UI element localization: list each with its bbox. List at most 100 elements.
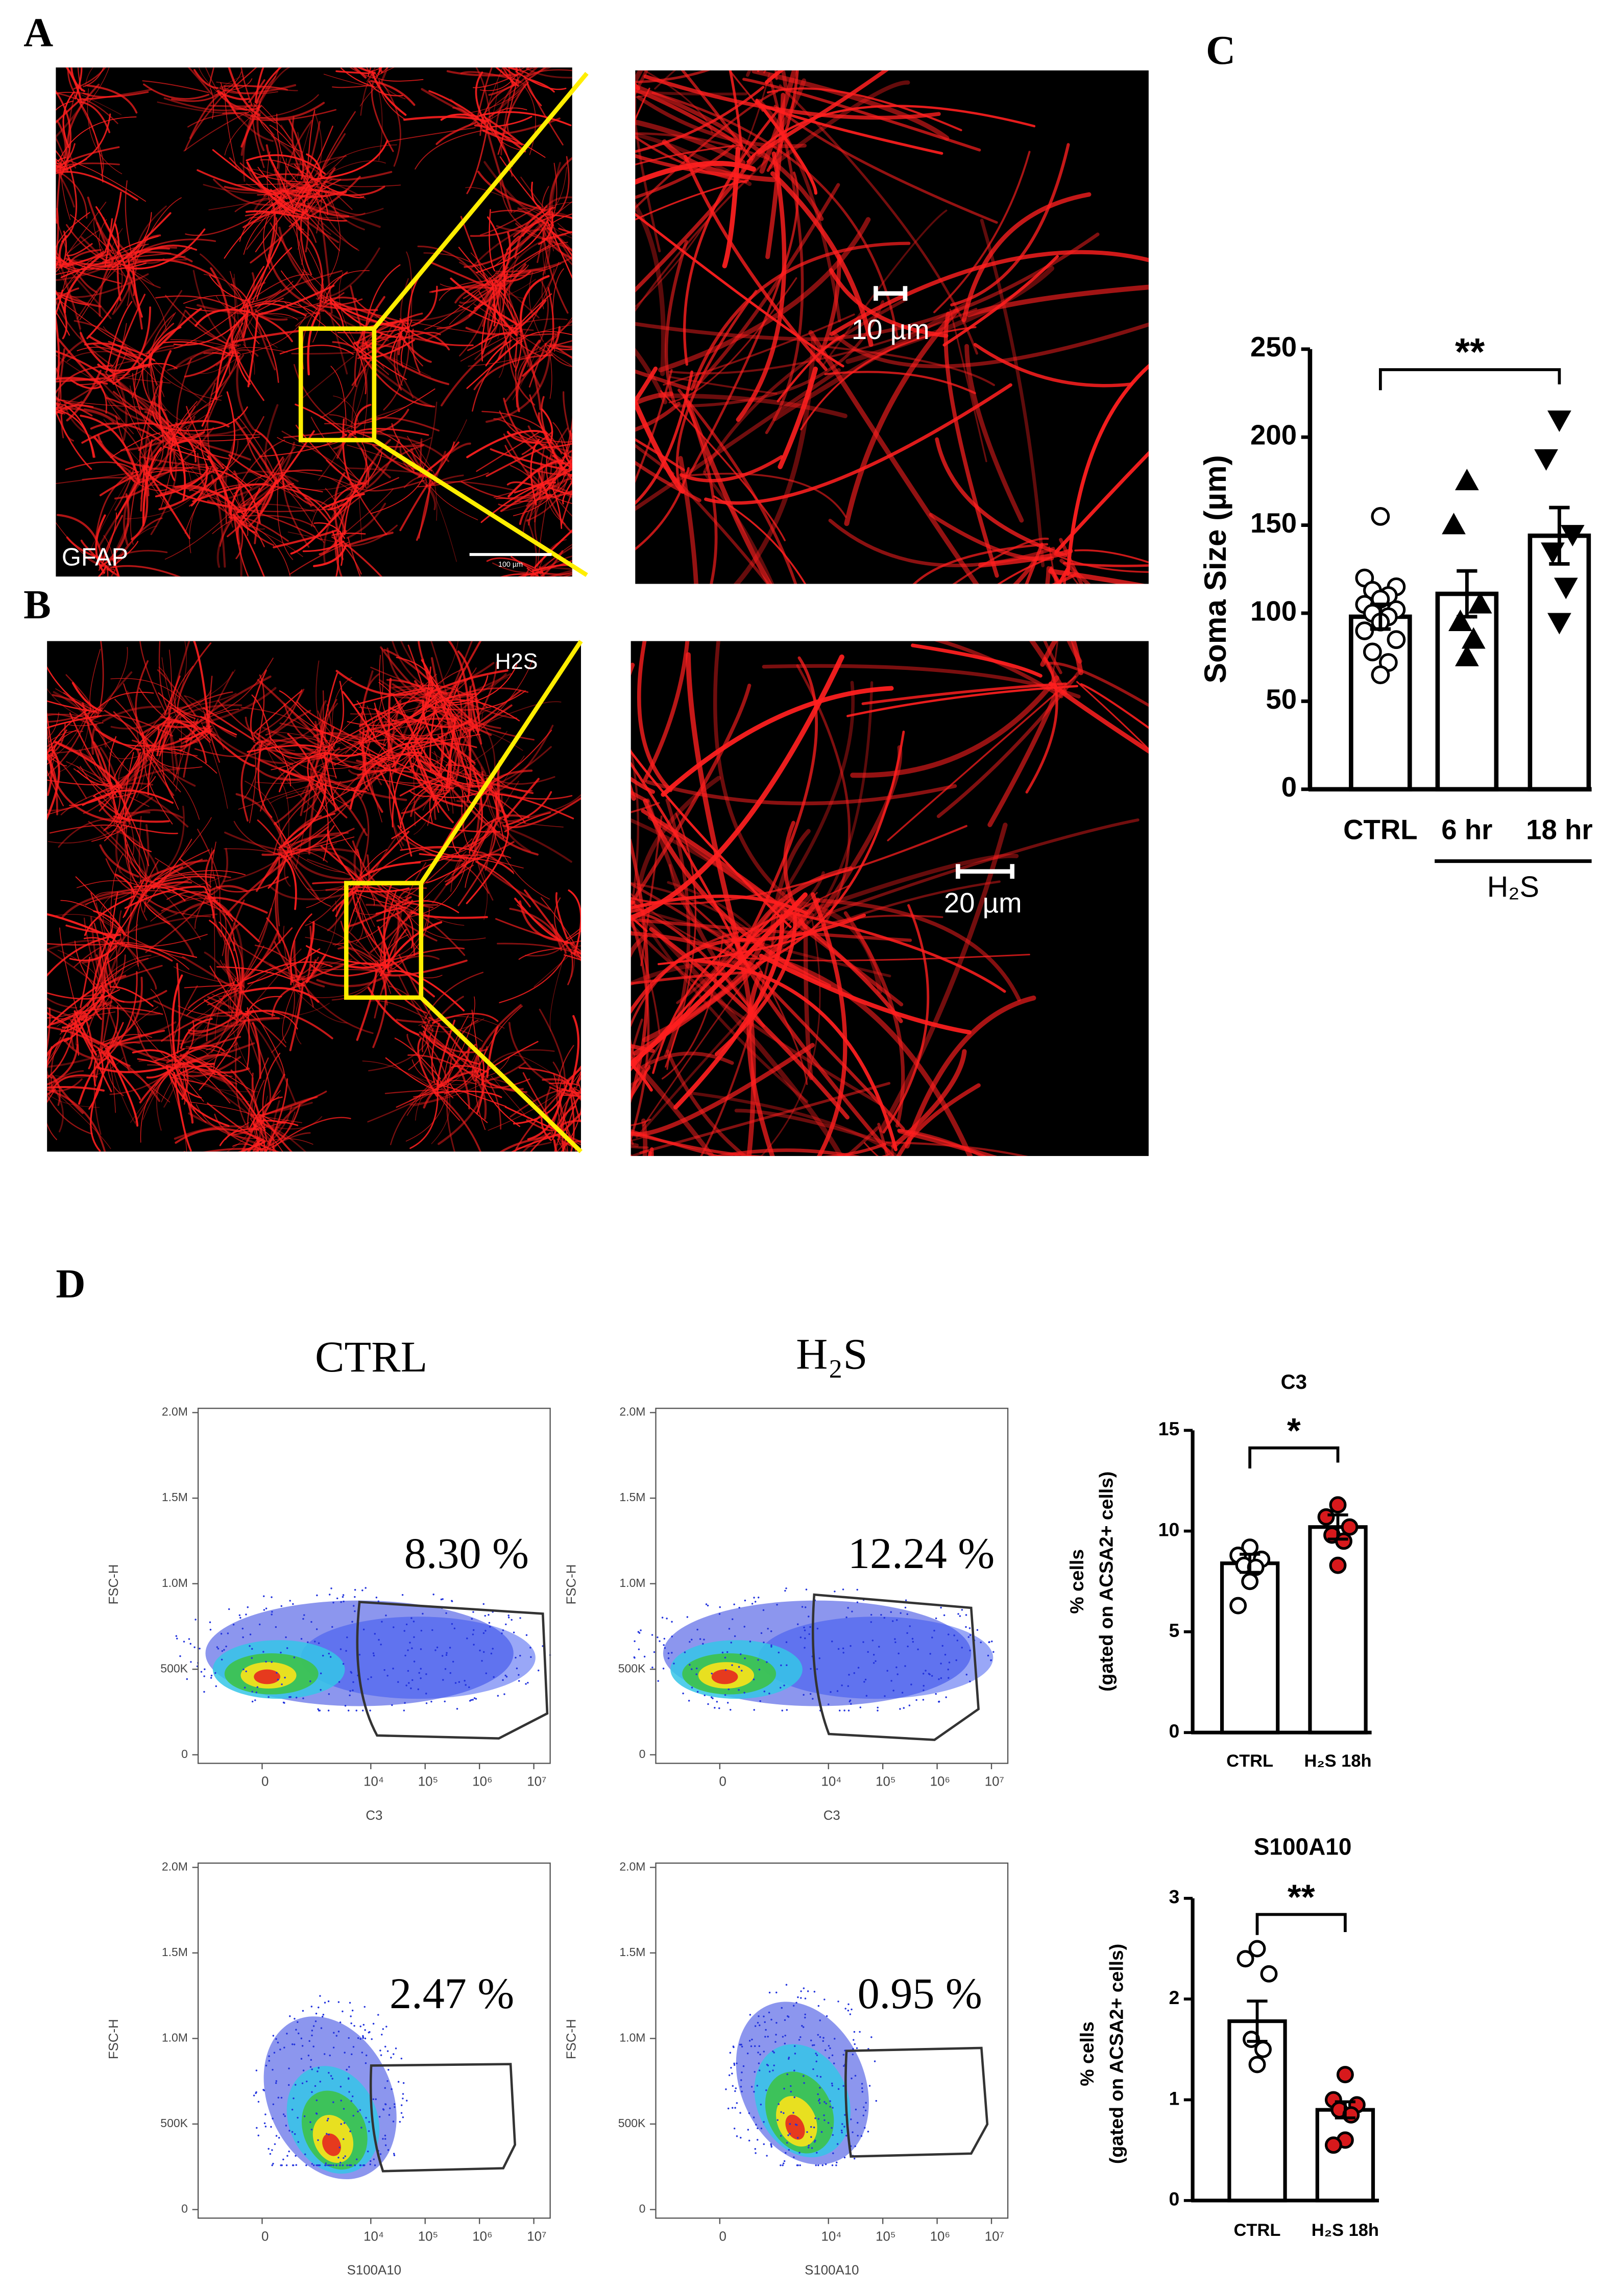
process (251, 1072, 263, 1124)
process (250, 210, 307, 263)
event-dot (472, 1611, 474, 1613)
process (376, 961, 427, 1014)
event-dot (896, 1673, 899, 1675)
y-axis-label: % cells (1066, 1549, 1087, 1614)
process (130, 480, 138, 545)
process (113, 294, 146, 380)
process (125, 945, 157, 990)
event-dot (792, 2112, 794, 2114)
event-dot (726, 1651, 729, 1653)
event-dot (339, 2021, 342, 2023)
event-dot (297, 2032, 300, 2035)
process (844, 1126, 879, 1156)
event-dot (814, 2117, 816, 2119)
process (466, 429, 548, 459)
process (526, 567, 540, 577)
event-dot (348, 2066, 350, 2068)
event-dot (264, 2126, 267, 2128)
scale-label: 100 µm (498, 561, 523, 569)
event-dot (365, 2062, 367, 2064)
process (257, 117, 279, 169)
data-point (1442, 513, 1466, 535)
event-dot (938, 1701, 940, 1703)
process (56, 91, 89, 94)
event-dot (311, 2068, 313, 2070)
process (488, 730, 552, 786)
process (492, 827, 550, 900)
process (677, 389, 797, 584)
event-dot (515, 1656, 517, 1659)
event-dot (809, 1693, 812, 1695)
process (240, 707, 323, 749)
process (469, 79, 528, 126)
process (109, 986, 154, 1007)
event-dot (350, 2022, 352, 2024)
process (486, 557, 539, 571)
process (138, 1060, 173, 1068)
process (266, 748, 320, 815)
event-dot (865, 2102, 867, 2104)
zoom-indicator (344, 881, 424, 1000)
process (765, 80, 804, 435)
process (861, 682, 1068, 705)
process (468, 721, 535, 741)
process (460, 332, 513, 362)
event-dot (269, 2153, 272, 2155)
y-tick-label: 500K (160, 1661, 188, 1675)
event-dot (667, 1657, 670, 1659)
event-dot (277, 2041, 279, 2044)
process (447, 759, 452, 788)
process (119, 269, 130, 306)
process (542, 225, 551, 276)
event-dot (940, 1606, 942, 1609)
process (125, 228, 206, 270)
event-dot (738, 1689, 740, 1691)
process (685, 400, 772, 584)
process (322, 308, 389, 342)
process (91, 825, 130, 842)
event-dot (490, 1652, 493, 1655)
process (1025, 542, 1044, 584)
event-dot (297, 2021, 299, 2023)
process (211, 987, 236, 1053)
x-tick-label: 0 (261, 1775, 269, 1789)
event-dot (728, 1628, 731, 1630)
event-dot (783, 2162, 785, 2164)
process (268, 205, 301, 214)
process (217, 89, 236, 113)
process (283, 703, 334, 749)
x-tick-label: 10⁵ (876, 2229, 895, 2244)
process (302, 269, 329, 301)
event-dot (351, 1621, 353, 1623)
process (98, 372, 125, 383)
event-dot (270, 2126, 272, 2128)
event-dot (742, 2065, 745, 2067)
process (332, 85, 369, 88)
event-dot (812, 2068, 814, 2070)
process (127, 934, 208, 947)
group-label: H₂S (1487, 871, 1539, 903)
event-dot (834, 1590, 836, 1593)
event-dot (792, 2005, 795, 2007)
process (297, 227, 323, 312)
bar (1315, 2108, 1375, 2203)
event-dot (819, 2076, 822, 2078)
process (466, 118, 490, 195)
process (312, 544, 347, 567)
process (515, 67, 520, 86)
event-dot (841, 1684, 843, 1686)
event-dot (775, 2034, 777, 2036)
event-dot (393, 2154, 396, 2156)
process (50, 1070, 84, 1088)
process (114, 466, 135, 511)
process (519, 493, 552, 525)
event-dot (836, 1690, 839, 1692)
event-dot (405, 1623, 408, 1626)
process (112, 391, 176, 440)
process (341, 540, 383, 577)
event-dot (857, 2122, 859, 2124)
process (281, 828, 355, 859)
process (635, 461, 701, 502)
event-dot (817, 2005, 820, 2007)
event-dot (342, 2164, 344, 2166)
